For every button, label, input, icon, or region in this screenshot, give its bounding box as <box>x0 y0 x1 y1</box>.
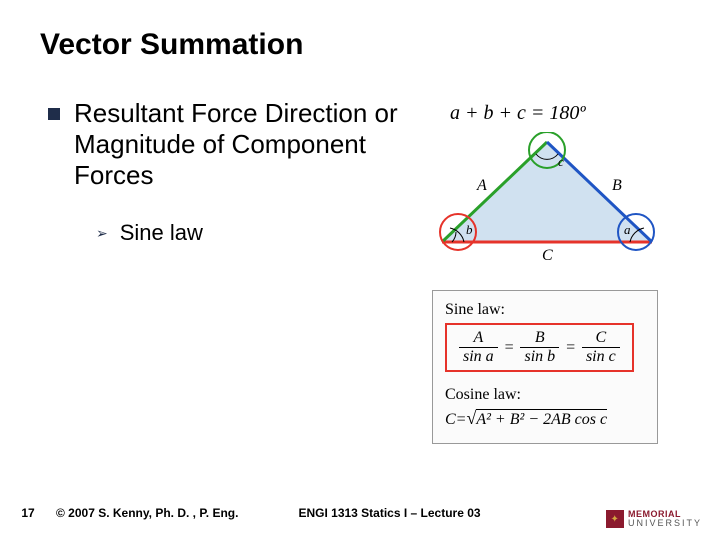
cosine-law-label: Cosine law: <box>445 386 645 404</box>
sine-num-b: B <box>531 329 549 347</box>
cosine-lhs: C= <box>445 411 466 428</box>
cosine-law-equation: C=√A² + B² − 2AB cos c <box>445 408 645 429</box>
copyright-text: © 2007 S. Kenny, Ph. D. , P. Eng. <box>56 506 238 520</box>
angle-sum-equation: a + b + c = 180º <box>450 102 586 125</box>
sine-num-a: A <box>469 329 487 347</box>
label-angle-a: a <box>624 222 631 237</box>
sine-law-label: Sine law: <box>445 301 645 319</box>
slide-title: Vector Summation <box>40 28 303 62</box>
square-bullet-icon <box>48 108 60 120</box>
label-angle-b: b <box>466 222 473 237</box>
sub-bullet-text: Sine law <box>120 220 203 246</box>
main-bullet: Resultant Force Direction or Magnitude o… <box>48 98 414 192</box>
sine-law-highlight: Asin a = Bsin b = Csin c <box>445 323 634 372</box>
sqrt-icon: √ <box>466 408 476 428</box>
sine-den-c: sin c <box>582 347 620 366</box>
label-edge-a: A <box>476 177 487 194</box>
sine-den-b: sin b <box>520 347 559 366</box>
label-edge-c: C <box>542 247 553 264</box>
triangle-diagram: A B C c b a <box>432 132 662 272</box>
law-box: Sine law: Asin a = Bsin b = Csin c Cosin… <box>432 290 658 444</box>
label-edge-b: B <box>612 177 622 194</box>
page-number: 17 <box>0 506 56 520</box>
logo-line2: UNIVERSITY <box>628 519 702 528</box>
university-logo: ✦ MEMORIAL UNIVERSITY <box>606 510 702 528</box>
sine-num-c: C <box>591 329 610 347</box>
logo-shield-icon: ✦ <box>606 510 624 528</box>
cosine-rhs: A² + B² − 2AB cos c <box>476 409 607 428</box>
sub-bullet: ➢ Sine law <box>96 220 203 246</box>
arrow-bullet-icon: ➢ <box>96 225 108 242</box>
label-angle-c: c <box>558 154 564 169</box>
sine-law-equation: Asin a = Bsin b = Csin c <box>453 329 626 366</box>
sine-den-a: sin a <box>459 347 498 366</box>
main-bullet-text: Resultant Force Direction or Magnitude o… <box>74 98 414 192</box>
course-info: ENGI 1313 Statics I – Lecture 03 <box>298 506 480 520</box>
